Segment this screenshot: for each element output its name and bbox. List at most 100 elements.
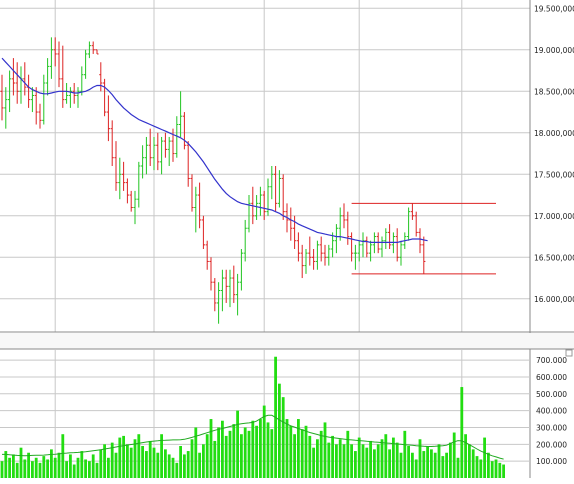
- volume-bar: [46, 459, 49, 478]
- volume-bar: [76, 457, 80, 478]
- ohlc-bar: [255, 195, 259, 220]
- ohlc-bar: [407, 207, 411, 241]
- volume-bar: [50, 449, 53, 478]
- ohlc-bar: [205, 240, 209, 270]
- volume-y-tick-label: 400.000: [536, 407, 567, 416]
- volume-bar: [91, 454, 95, 478]
- volume-bar: [456, 457, 460, 478]
- ohlc-bar: [277, 170, 281, 208]
- price-y-tick-label: 18.500,000: [534, 87, 574, 96]
- volume-bar: [460, 387, 464, 478]
- volume-bar: [243, 427, 247, 478]
- ohlc-bar: [198, 182, 202, 229]
- volume-bar: [103, 444, 106, 478]
- ohlc-bar: [0, 74, 4, 121]
- volume-bar: [164, 449, 167, 478]
- volume-bar: [342, 444, 346, 478]
- volume-y-tick-label: 700.000: [536, 356, 567, 365]
- volume-bar: [38, 462, 42, 478]
- ohlc-bar: [61, 45, 65, 108]
- volume-bar: [479, 459, 483, 478]
- volume-bar: [236, 410, 239, 478]
- ohlc-bar: [8, 70, 12, 113]
- volume-bar: [99, 449, 103, 478]
- volume-bar: [430, 449, 433, 478]
- ohlc-bar: [315, 240, 319, 270]
- ohlc-bar: [258, 186, 262, 216]
- ohlc-bar: [201, 215, 205, 249]
- ohlc-bar: [42, 74, 46, 125]
- volume-bar: [122, 435, 125, 478]
- volume-bar: [316, 439, 319, 478]
- ohlc-bar: [80, 66, 84, 96]
- volume-bar: [107, 457, 110, 478]
- ohlc-bar: [418, 228, 422, 254]
- ohlc-bar: [384, 228, 388, 249]
- ohlc-bar: [350, 232, 354, 262]
- volume-bar: [300, 429, 304, 478]
- price-y-tick-label: 16.500,000: [534, 253, 574, 262]
- volume-bar: [266, 422, 270, 478]
- volume-bar: [80, 451, 84, 478]
- volume-bar: [190, 439, 194, 478]
- ohlc-bar: [160, 136, 164, 175]
- volume-bar: [27, 452, 30, 478]
- volume-bar: [179, 446, 182, 478]
- ohlc-bar: [247, 195, 251, 233]
- ohlc-bar: [308, 236, 312, 266]
- volume-bar: [137, 434, 141, 478]
- ohlc-bar: [87, 41, 91, 59]
- volume-bar: [19, 447, 23, 478]
- ohlc-bar: [11, 58, 15, 96]
- volume-bar: [156, 452, 160, 478]
- ohlc-bar: [220, 269, 224, 312]
- ohlc-bar: [312, 249, 316, 270]
- volume-bar: [251, 420, 255, 478]
- ohlc-bar: [49, 37, 53, 79]
- ohlc-bar: [34, 87, 38, 125]
- ohlc-bar: [68, 87, 72, 108]
- ohlc-bar: [319, 236, 323, 262]
- volume-bar: [186, 451, 190, 478]
- volume-bar: [289, 425, 293, 478]
- volume-bar: [232, 424, 236, 478]
- volume-bar: [175, 462, 179, 478]
- ohlc-bar: [15, 62, 19, 104]
- volume-bar: [418, 439, 422, 478]
- volume-bar: [487, 452, 490, 478]
- volume-bar: [331, 435, 334, 478]
- volume-bar: [327, 442, 331, 478]
- ohlc-bar: [228, 269, 232, 308]
- volume-bar: [129, 447, 133, 478]
- volume-bar: [475, 456, 479, 478]
- volume-bar: [365, 447, 369, 478]
- ohlc-bar: [175, 116, 179, 158]
- volume-bar: [380, 439, 384, 478]
- volume-bar: [262, 405, 266, 478]
- ohlc-bar: [209, 257, 213, 291]
- ohlc-bar: [46, 58, 50, 96]
- volume-bar: [88, 461, 91, 478]
- volume-panel: 100.000 200.000 300.000 400.000 500.000 600.0…: [0, 349, 573, 478]
- volume-y-tick-label: 500.000: [536, 390, 567, 399]
- ohlc-bar: [365, 236, 369, 258]
- volume-bar: [270, 429, 274, 478]
- volume-bar: [323, 422, 327, 478]
- price-y-tick-label: 17.500,000: [534, 170, 574, 179]
- volume-bar: [34, 457, 38, 478]
- ohlc-bar: [95, 49, 99, 55]
- volume-bar: [31, 461, 34, 478]
- volume-bar: [72, 464, 76, 478]
- ohlc-bar: [327, 244, 331, 266]
- ohlc-bar: [163, 132, 167, 158]
- ohlc-bar: [91, 41, 95, 54]
- volume-bar: [183, 454, 186, 478]
- volume-bar: [388, 449, 391, 478]
- volume-bar: [160, 434, 163, 478]
- ohlc-bar: [217, 282, 221, 324]
- volume-bar: [213, 440, 217, 478]
- volume-bar: [319, 430, 323, 478]
- volume-bar: [126, 444, 129, 478]
- volume-bar: [502, 464, 505, 478]
